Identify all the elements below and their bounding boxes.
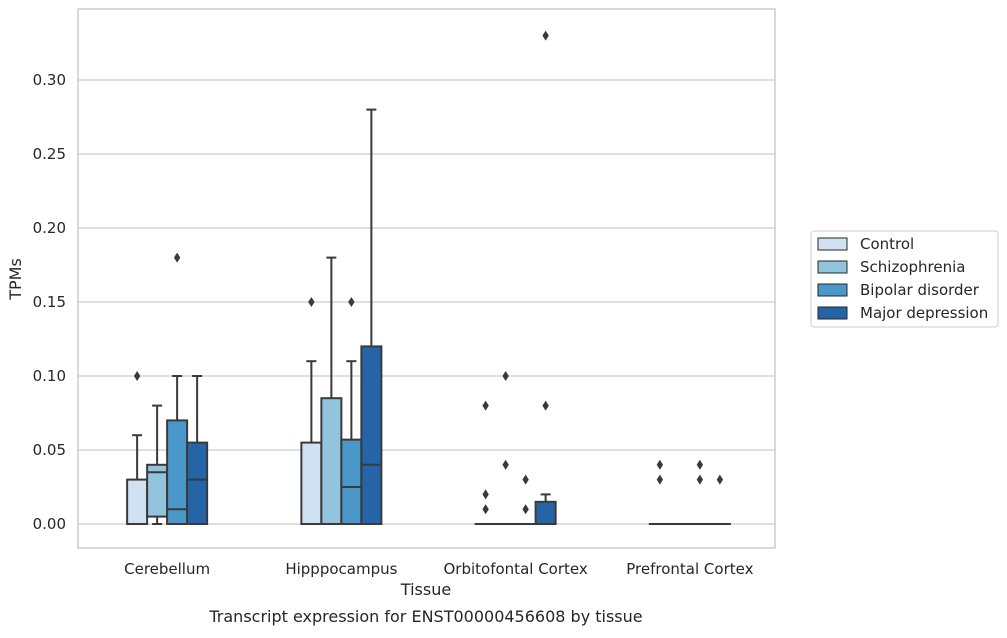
box-group: [690, 460, 710, 524]
outlier-point: [522, 475, 528, 485]
box-group: [516, 475, 536, 524]
y-axis-ticks: 0.00 0.05 0.10 0.15 0.20 0.25 0.30: [33, 71, 66, 533]
x-tick-label: Cerebellum: [124, 560, 210, 578]
y-tick-label: 0.15: [33, 293, 66, 311]
box-group: [341, 297, 361, 524]
legend-label: Schizophrenia: [860, 258, 965, 276]
outlier-point: [542, 31, 548, 41]
box-group: [187, 376, 207, 524]
x-axis-ticks: Cerebellum Hipppocampus Orbitofontal Corte…: [124, 560, 753, 578]
outlier-point: [657, 460, 663, 470]
x-tick-label: Orbitofontal Cortex: [444, 560, 588, 578]
outlier-point: [717, 475, 723, 485]
outlier-point: [697, 460, 703, 470]
box-group: [167, 253, 187, 524]
legend-label: Bipolar disorder: [860, 281, 980, 299]
y-tick-label: 0.10: [33, 367, 66, 385]
legend-label: Control: [860, 235, 914, 253]
box-group: [301, 297, 321, 524]
box-group: [147, 406, 167, 524]
y-axis-label: TPMs: [6, 258, 25, 301]
legend: Control Schizophrenia Bipolar disorder Majo…: [811, 231, 998, 327]
y-tick-label: 0.00: [33, 515, 66, 533]
box: [301, 443, 321, 524]
box-group: [361, 110, 381, 524]
box-group: [650, 460, 670, 524]
legend-swatch: [818, 284, 847, 296]
box: [341, 440, 361, 524]
y-tick-label: 0.20: [33, 219, 66, 237]
outlier-point: [502, 460, 508, 470]
x-axis-label: Tissue: [400, 580, 451, 599]
box: [127, 480, 147, 524]
y-tick-label: 0.30: [33, 71, 66, 89]
y-tick-label: 0.25: [33, 145, 66, 163]
outlier-point: [542, 401, 548, 411]
outlier-point: [482, 489, 488, 499]
outlier-point: [697, 475, 703, 485]
outlier-point: [348, 297, 354, 307]
outlier-point: [657, 475, 663, 485]
outlier-point: [522, 504, 528, 514]
box-group: [476, 401, 496, 524]
legend-label: Major depression: [860, 304, 988, 322]
legend-swatch: [818, 238, 847, 250]
box: [187, 443, 207, 524]
x-tick-label: Hipppocampus: [285, 560, 397, 578]
x-tick-label: Prefrontal Cortex: [626, 560, 753, 578]
legend-swatch: [818, 261, 847, 273]
outlier-point: [308, 297, 314, 307]
box-group: [496, 371, 516, 524]
outlier-point: [482, 504, 488, 514]
box: [536, 502, 556, 524]
outlier-point: [502, 371, 508, 381]
box: [321, 398, 341, 524]
box-group: [321, 258, 341, 524]
box-group: [710, 475, 730, 524]
y-tick-label: 0.05: [33, 441, 66, 459]
box-group: [127, 371, 147, 524]
legend-swatch: [818, 307, 847, 319]
chart-caption: Transcript expression for ENST0000045660…: [208, 607, 642, 626]
outlier-point: [174, 253, 180, 263]
outlier-point: [134, 371, 140, 381]
box: [361, 346, 381, 524]
outlier-point: [482, 401, 488, 411]
